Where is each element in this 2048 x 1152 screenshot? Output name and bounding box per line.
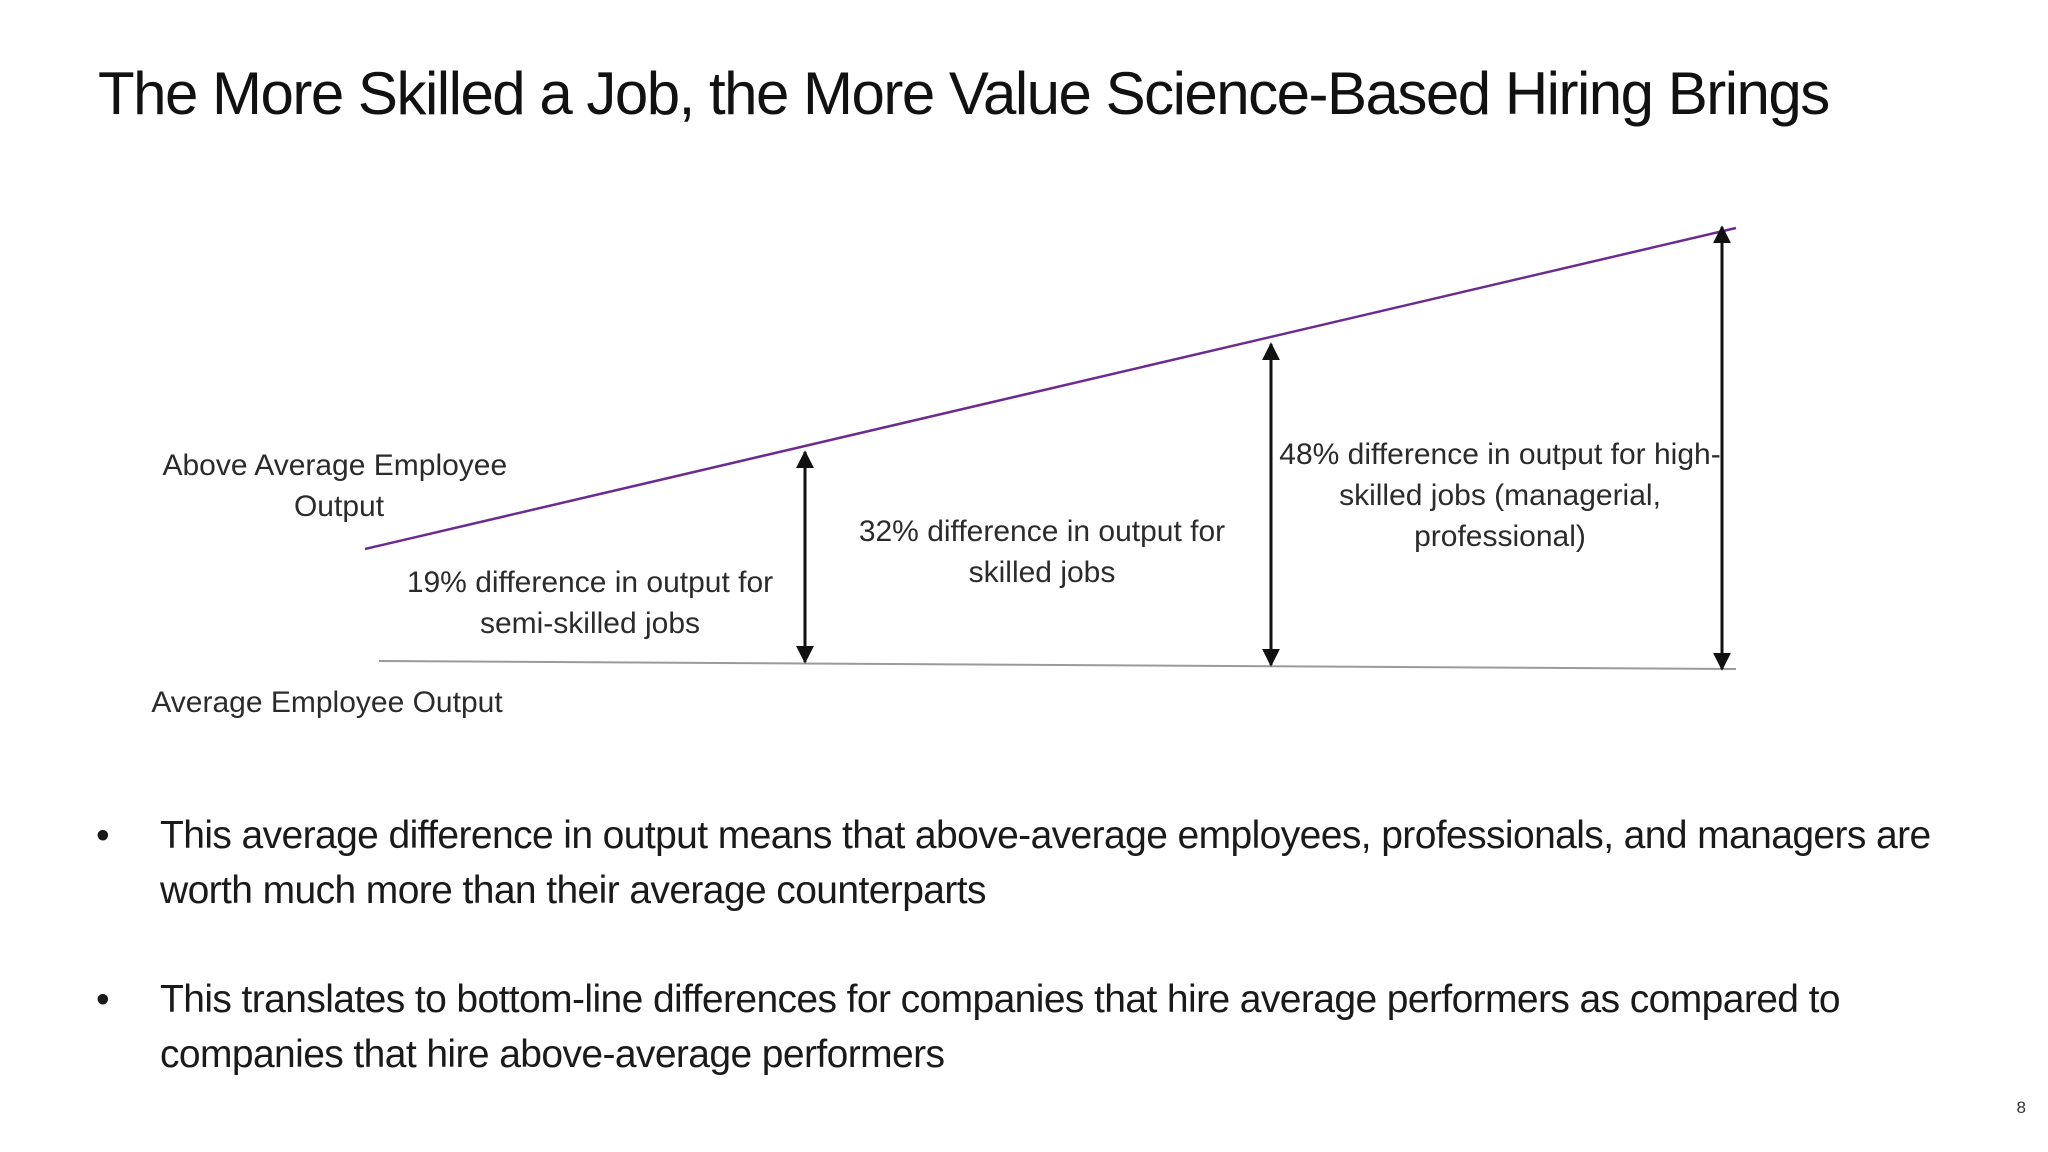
bullet-list: • This average difference in output mean… [96,808,1956,1082]
gap-label-line: semi-skilled jobs [480,607,700,640]
average-label: Average Employee Output [151,686,503,719]
gap-marks: 19% difference in output for semi-skilled… [407,225,1731,671]
page-number: 8 [2016,1098,2026,1117]
gap-label-line: 32% difference in output for [859,515,1225,548]
gap-label-48: 48% difference in output for high-skille… [1279,438,1720,553]
average-output-line [378,660,1737,670]
bullet-item: • This average difference in output mean… [96,808,1956,918]
gap-label-line: 19% difference in output for [407,566,773,599]
gap-label-32: 32% difference in output for skilled jobs [859,515,1225,589]
gap-label-line: skilled jobs [969,556,1116,589]
bullet-marker: • [96,814,110,857]
bullet-item: • This translates to bottom-line differe… [96,972,1956,1082]
gap-label-19: 19% difference in output for semi-skilled… [407,566,773,640]
above-average-output-line [364,226,1737,551]
bullet-marker: • [96,978,110,1021]
bullet-text: This average difference in output means … [160,814,1931,912]
gap-label-line: skilled jobs (managerial, [1339,479,1661,512]
slide-title: The More Skilled a Job, the More Value S… [98,60,1830,127]
bullet-text: This translates to bottom-line differenc… [160,978,1841,1076]
gap-label-line: professional) [1414,520,1586,553]
gap-label-line: 48% difference in output for high- [1279,438,1720,471]
above-average-label: Above Average Employee Output [162,449,515,523]
